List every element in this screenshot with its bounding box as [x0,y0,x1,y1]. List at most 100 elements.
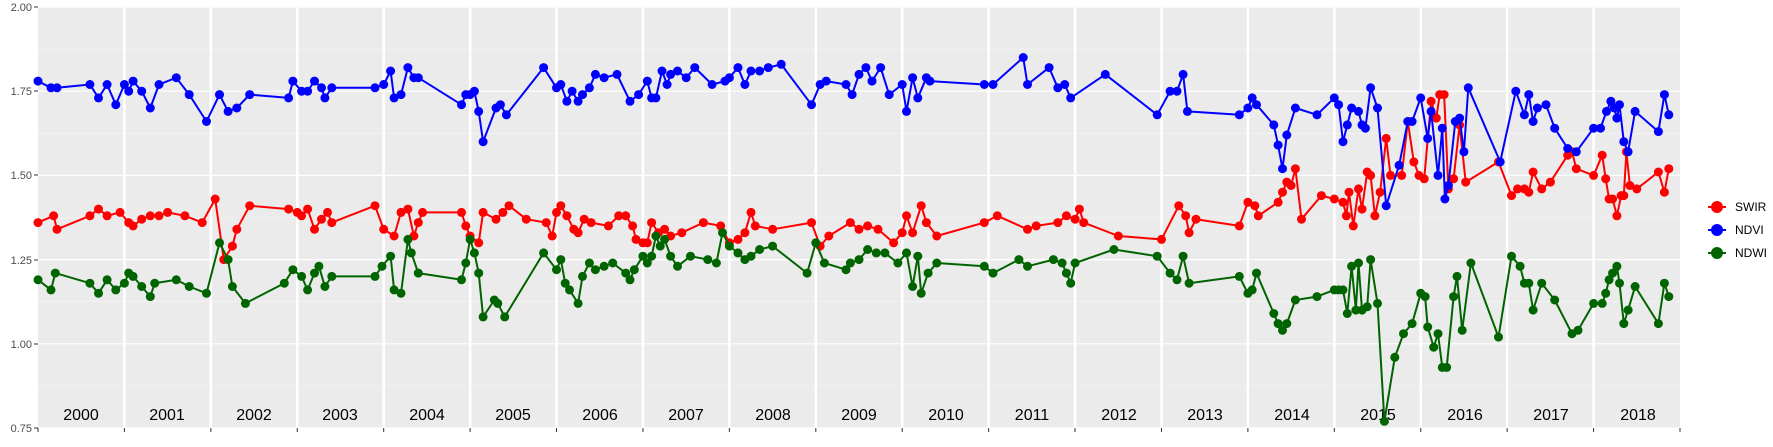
data-point-ndvi [740,80,750,89]
data-point-ndwi [724,241,734,251]
data-point-swir [1354,184,1363,194]
data-point-ndwi [573,298,583,308]
data-point-ndvi [1347,103,1357,113]
year-label: 2009 [841,407,877,424]
data-point-ndvi [884,90,894,100]
data-point-ndwi [413,268,423,278]
data-point-ndwi [1630,282,1640,291]
data-point-ndvi [245,90,255,100]
data-point-ndvi [1550,123,1560,133]
data-point-swir [921,218,931,228]
data-point-ndwi [1342,309,1352,318]
data-point-swir [1632,184,1642,194]
year-label: 2000 [63,407,99,424]
data-point-ndwi [1165,268,1175,278]
data-point-ndvi [232,103,242,113]
data-point-swir [1297,214,1306,224]
data-point-ndwi [651,231,661,241]
data-point-ndvi [1381,201,1391,211]
data-point-ndwi [1362,302,1372,312]
data-point-swir [1625,181,1635,190]
data-point-swir [1070,214,1080,224]
data-point-ndvi [303,86,313,96]
data-point-swir [1597,150,1607,160]
data-point-swir [1243,197,1253,207]
data-point-swir [1286,181,1296,190]
data-point-ndwi [119,278,129,288]
data-point-ndwi [802,268,812,278]
data-point-ndvi [154,80,164,89]
data-point-ndwi [1373,298,1382,308]
data-point-swir [768,224,778,234]
data-point-ndvi [1066,93,1076,103]
data-point-ndwi [988,268,998,278]
data-point-swir [1545,177,1555,187]
data-point-swir [403,204,413,214]
data-point-ndvi [913,93,923,103]
data-point-swir [396,207,406,217]
data-point-ndvi [1659,90,1669,100]
data-point-ndvi [202,117,211,126]
data-point-swir [647,218,657,228]
year-label: 2016 [1447,407,1483,424]
data-point-ndwi [625,275,635,285]
data-point-ndvi [1606,96,1616,106]
data-point-ndwi [908,282,918,291]
data-point-ndwi [389,285,399,295]
data-point-ndwi [288,265,298,275]
data-point-ndwi [461,258,471,268]
legend-key-point-ndvi [1711,224,1723,236]
data-point-ndvi [1532,103,1542,113]
data-point-ndvi [457,100,466,110]
series-ndvi [33,53,1674,211]
data-point-swir [1653,167,1663,177]
data-point-ndvi [85,80,95,89]
data-point-ndvi [612,69,622,79]
data-point-ndwi [629,265,639,275]
series-layer [33,53,1674,426]
data-point-ndwi [902,248,911,258]
data-point-ndwi [474,268,484,278]
data-point-ndvi [897,80,907,89]
data-point-swir [733,234,743,244]
data-point-swir [317,214,326,224]
data-point-ndvi [1440,194,1450,204]
year-label: 2001 [149,407,185,424]
data-point-ndwi [478,312,488,322]
data-point-ndwi [863,245,873,254]
data-point-swir [1053,218,1063,228]
data-point-swir [180,211,190,221]
data-point-ndwi [1466,258,1476,268]
data-point-swir [1341,211,1351,221]
data-point-ndvi [1273,140,1283,150]
data-point-ndwi [746,251,756,261]
data-point-ndwi [215,238,224,248]
data-point-ndwi [1338,285,1348,295]
y-tick-label: 0.75 [11,423,32,435]
data-point-swir [863,221,873,231]
data-point-ndvi [1329,93,1339,103]
data-point-ndvi [1615,100,1624,110]
data-point-ndwi [916,288,926,298]
data-point-ndvi [902,106,911,116]
year-label: 2010 [928,407,964,424]
data-point-ndwi [1550,295,1560,305]
data-point-ndwi [202,288,211,298]
data-point-ndvi [1612,113,1622,123]
data-point-ndvi [755,66,765,76]
year-label: 2006 [582,407,618,424]
data-point-ndvi [876,63,886,73]
data-point-ndvi [776,59,786,69]
data-point-ndwi [565,285,574,295]
data-point-swir [1537,184,1547,194]
data-point-ndwi [111,285,121,295]
data-point-ndwi [647,251,657,261]
data-point-ndwi [1537,278,1547,288]
data-point-ndvi [584,83,594,93]
data-point-ndvi [288,76,298,86]
data-point-ndvi [908,73,918,83]
data-point-swir [660,224,670,234]
data-point-ndvi [1495,157,1505,167]
data-point-ndwi [621,268,631,278]
data-point-ndvi [1290,103,1300,113]
